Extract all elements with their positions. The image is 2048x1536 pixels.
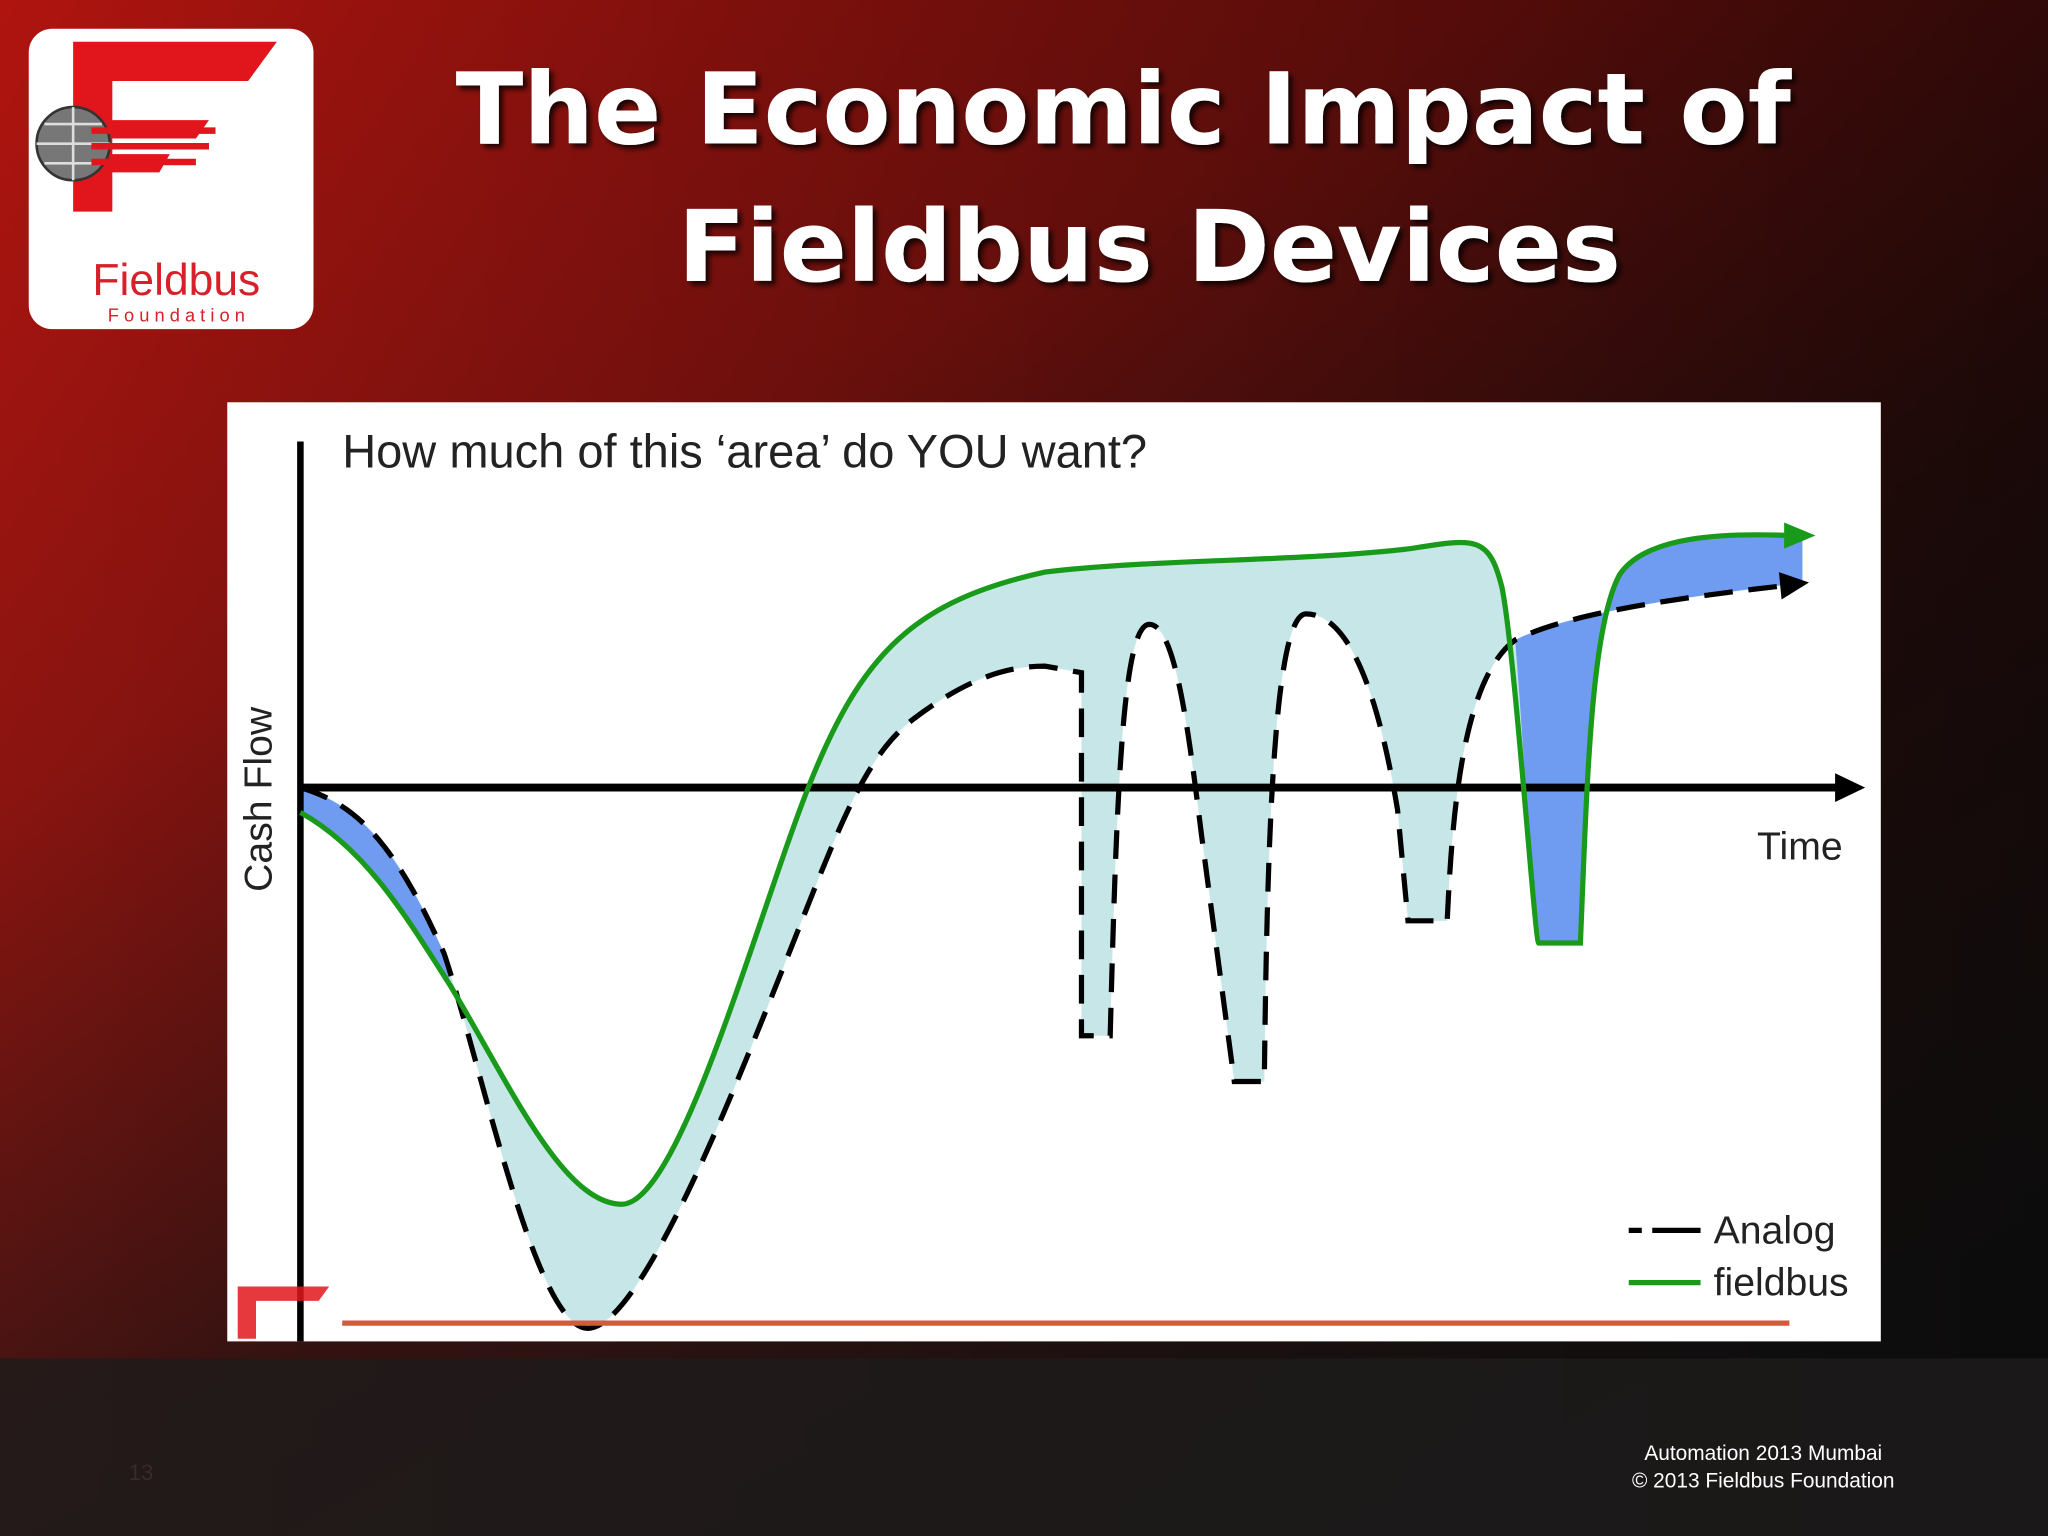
analog-arrow xyxy=(1778,572,1809,600)
area-loss xyxy=(1515,536,1803,944)
footer-copyright: © 2013 Fieldbus Foundation xyxy=(1632,1470,1895,1493)
logo-tagline: F o u n d a t i o n xyxy=(108,304,245,325)
logo-name: Fieldbus xyxy=(92,256,260,305)
diagram-question: How much of this ‘area’ do YOU want? xyxy=(342,425,1147,478)
bottom-band xyxy=(0,1358,2048,1536)
title-line: The Economic Impact of xyxy=(456,53,1793,168)
area-difference xyxy=(300,534,1790,1346)
legend-label: fieldbus xyxy=(1714,1262,1849,1305)
fieldbus-arrow xyxy=(1784,522,1816,549)
title-line: Fieldbus Devices xyxy=(678,190,1621,305)
y-axis-label: Cash Flow xyxy=(238,706,281,892)
page-number: 13 xyxy=(129,1460,154,1485)
legend-label: Analog xyxy=(1714,1209,1836,1252)
mini-logo xyxy=(237,1286,330,1339)
analog-line xyxy=(299,582,1790,1331)
x-axis-arrow xyxy=(1835,773,1866,802)
logo: Fieldbus F o u n d a t i o n xyxy=(28,28,314,330)
footer-event: Automation 2013 Mumbai xyxy=(1644,1442,1882,1465)
fieldbus-line xyxy=(299,532,1790,1207)
diagram-panel xyxy=(227,402,1881,1342)
x-axis-label: Time xyxy=(1757,825,1843,868)
diagram: How much of this ‘area’ do YOU want? Cas… xyxy=(227,402,1881,1346)
